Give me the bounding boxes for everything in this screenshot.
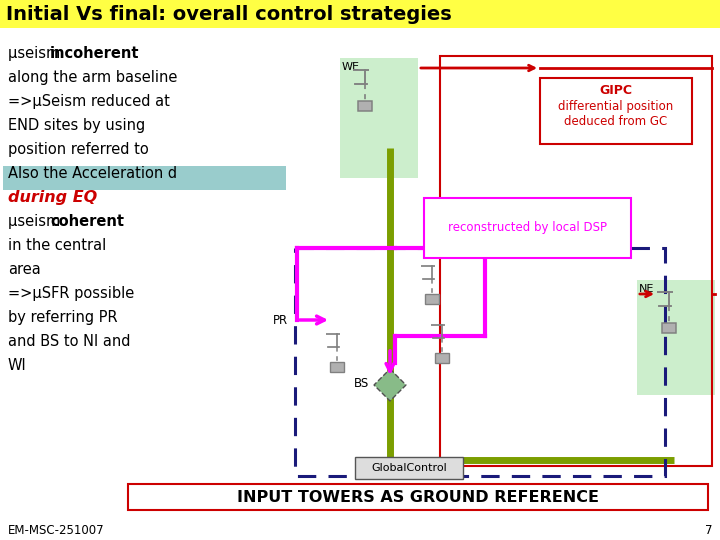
Text: INPUT TOWERS AS GROUND REFERENCE: INPUT TOWERS AS GROUND REFERENCE (237, 489, 599, 504)
Text: by referring PR: by referring PR (8, 310, 117, 325)
Text: GlobalControl: GlobalControl (371, 463, 447, 473)
Bar (426, 294, 438, 303)
Text: area: area (8, 262, 41, 277)
Text: 7: 7 (704, 523, 712, 537)
Bar (128, 484, 708, 510)
Bar (340, 58, 418, 178)
Text: Initial Vs final: overall control strategies: Initial Vs final: overall control strate… (6, 4, 451, 24)
Text: EM-MSC-251007: EM-MSC-251007 (8, 523, 104, 537)
Polygon shape (374, 369, 406, 401)
Bar (662, 322, 676, 333)
Text: END sites by using: END sites by using (8, 118, 145, 133)
Bar (355, 457, 463, 479)
Bar (0, 0, 720, 28)
Text: coherent: coherent (50, 214, 124, 229)
Bar (637, 280, 715, 395)
Text: =>μSeism reduced at: =>μSeism reduced at (8, 94, 170, 109)
Text: deduced from GC: deduced from GC (564, 115, 667, 128)
Bar (358, 100, 372, 111)
Text: incoherent: incoherent (50, 46, 140, 61)
Text: in the central: in the central (8, 238, 107, 253)
Text: and BS to NI and: and BS to NI and (8, 334, 130, 349)
Bar (3, 166, 286, 190)
Text: μseism: μseism (8, 46, 65, 61)
Bar (436, 353, 449, 363)
Text: WE: WE (342, 62, 360, 72)
Text: BS: BS (354, 377, 369, 390)
Text: NE: NE (639, 284, 654, 294)
Text: position referred to: position referred to (8, 142, 149, 157)
Text: GIPC: GIPC (600, 84, 632, 97)
Text: along the arm baseline: along the arm baseline (8, 70, 177, 85)
Text: reconstructed by local DSP: reconstructed by local DSP (448, 221, 607, 234)
Bar (540, 78, 692, 144)
Text: WI: WI (8, 358, 27, 373)
Bar (330, 362, 343, 372)
Bar (440, 56, 712, 466)
Text: =>μSFR possible: =>μSFR possible (8, 286, 134, 301)
Bar (295, 248, 665, 476)
Text: PR: PR (273, 314, 288, 327)
Text: μseism: μseism (8, 214, 65, 229)
Text: differential position: differential position (559, 100, 674, 113)
Text: during EQ: during EQ (8, 190, 97, 205)
Text: Also the Acceleration d: Also the Acceleration d (8, 166, 177, 181)
